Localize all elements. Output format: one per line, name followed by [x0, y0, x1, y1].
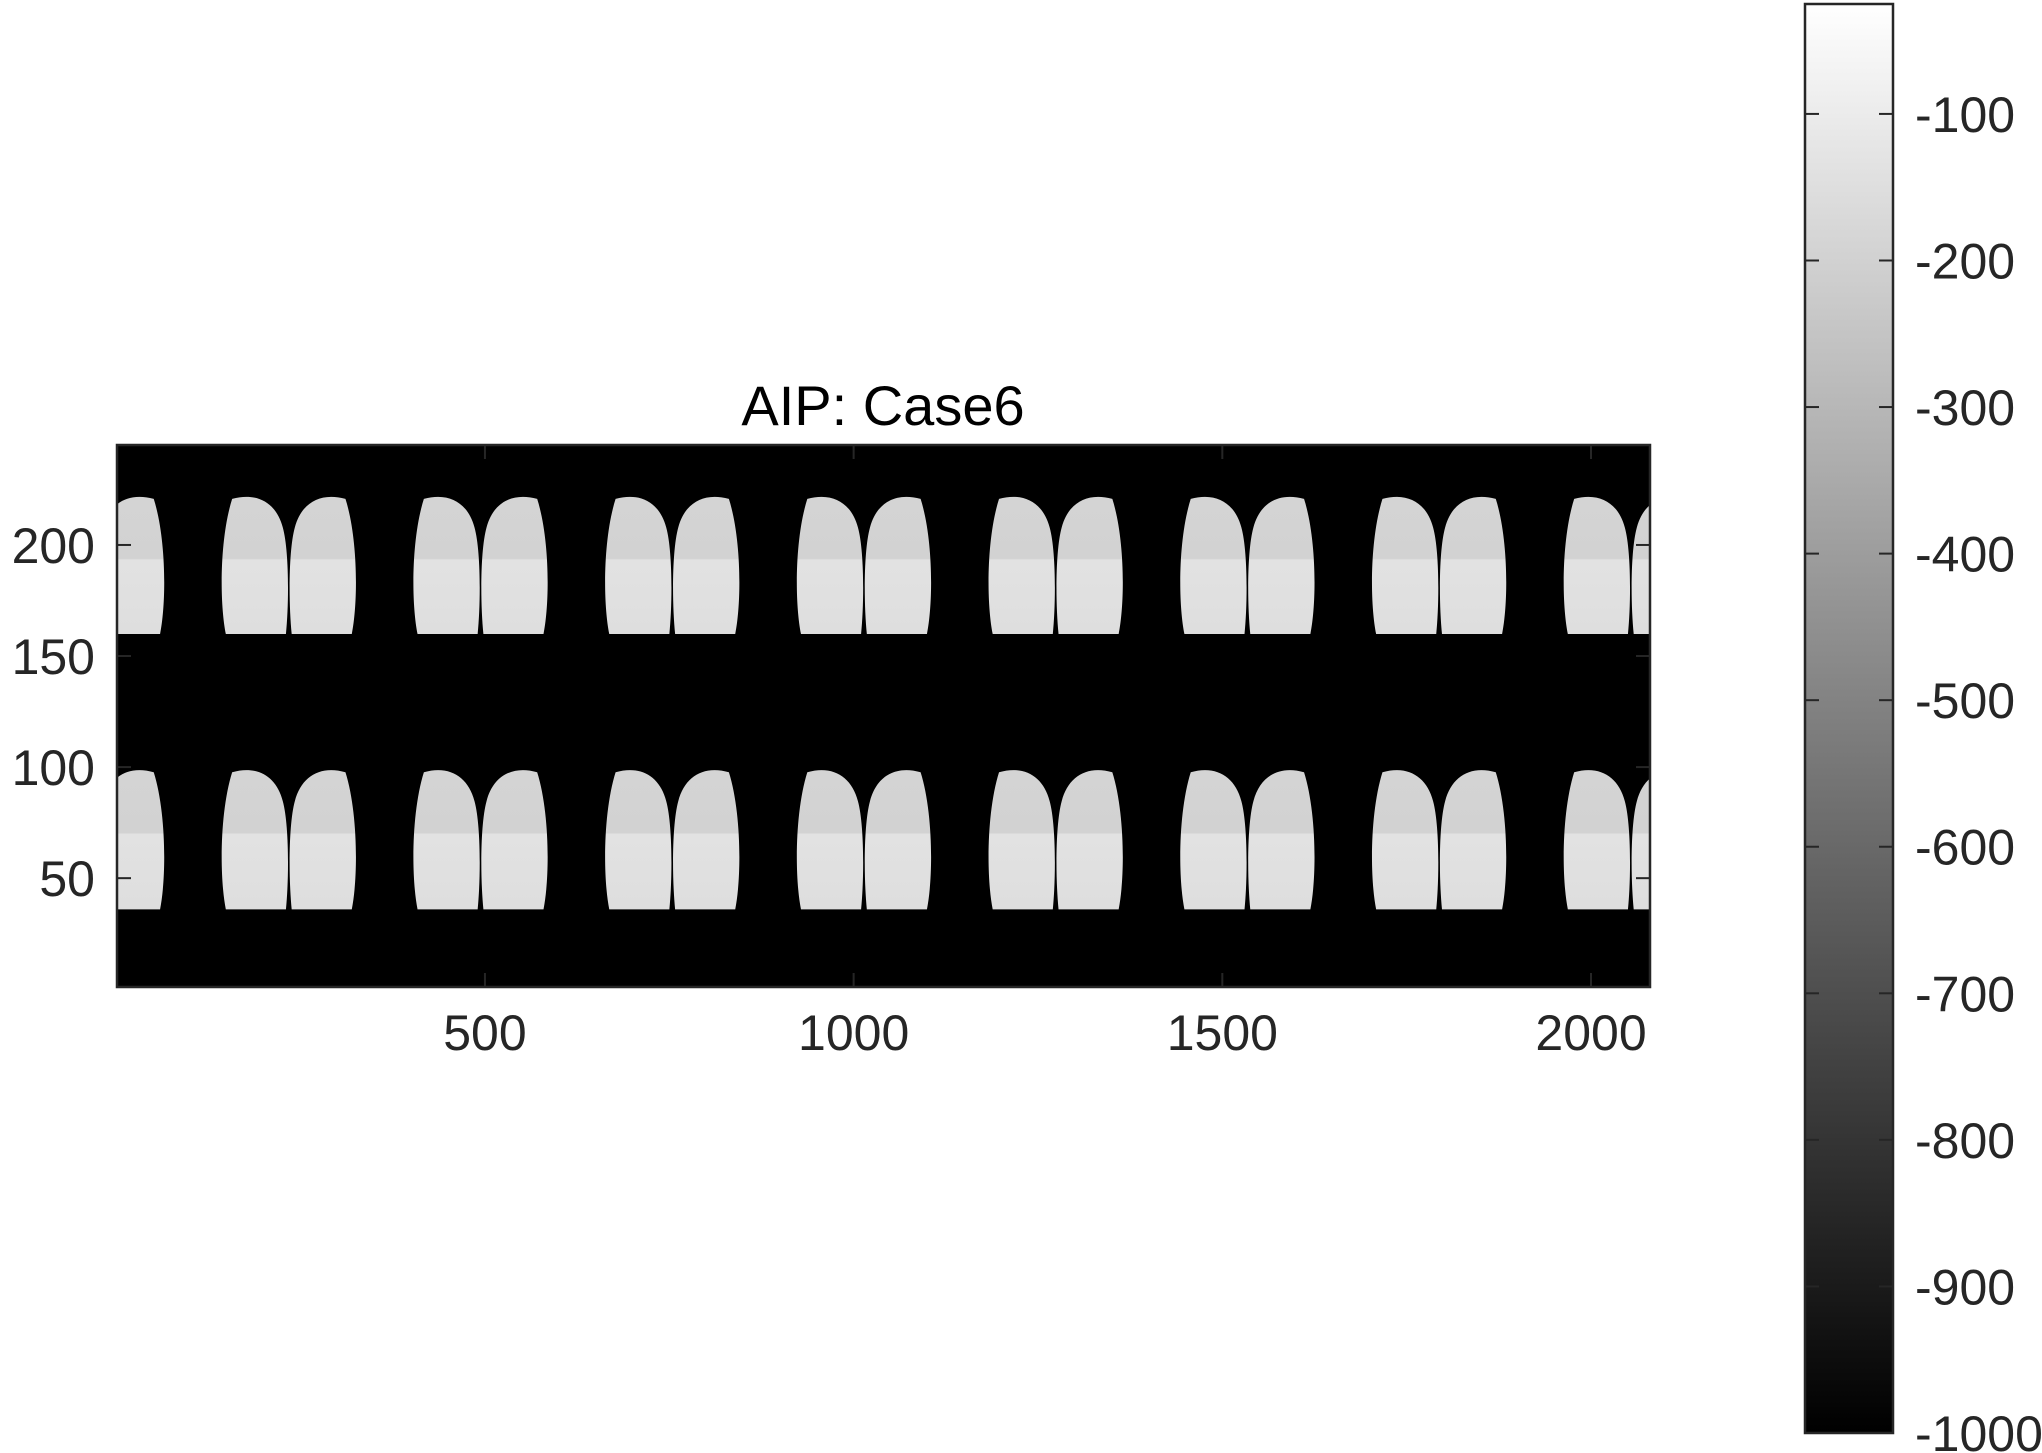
lung-silhouette — [988, 496, 1055, 634]
lung-silhouette — [117, 496, 165, 634]
y-tick-label: 100 — [12, 740, 95, 796]
lung-silhouette — [1631, 778, 1650, 910]
y-tick-label: 200 — [12, 518, 95, 574]
lung-silhouette — [1180, 496, 1247, 634]
lung-silhouette — [1248, 770, 1315, 910]
y-ticks: 50 100 150 200 — [12, 518, 1650, 907]
colorbar-gradient — [1803, 2, 1895, 1435]
lung-silhouette — [796, 496, 864, 634]
colorbar-tick-label: -700 — [1915, 966, 2015, 1022]
colorbar-ticks: -100 -200 -300 -400 -500 -600 -700 -800 -900 -100… — [1805, 87, 2042, 1453]
lung-silhouette — [413, 770, 480, 910]
lung-silhouette — [289, 770, 356, 910]
lung-silhouette — [1439, 496, 1507, 634]
lung-silhouette — [864, 770, 932, 910]
lung-silhouette — [1439, 770, 1507, 910]
lung-silhouette — [1563, 496, 1631, 634]
lung-silhouette — [413, 496, 480, 634]
lung-silhouette — [1056, 496, 1123, 634]
x-tick-label: 500 — [443, 1005, 526, 1061]
lung-silhouette — [1056, 770, 1123, 910]
lung-silhouette — [1563, 770, 1631, 910]
chart-title: AIP: Case6 — [741, 374, 1024, 437]
lung-silhouette — [796, 770, 864, 910]
colorbar-tick-label: -900 — [1915, 1259, 2015, 1315]
lung-silhouette — [1180, 770, 1247, 910]
colorbar-tick-label: -300 — [1915, 380, 2015, 436]
lung-silhouette — [481, 770, 548, 910]
lung-silhouette — [1248, 496, 1315, 634]
colorbar-tick-label: -800 — [1915, 1113, 2015, 1169]
axes-frame — [115, 443, 1652, 989]
colorbar-tick-label: -1000 — [1915, 1406, 2042, 1453]
y-tick-label: 50 — [39, 851, 95, 907]
lung-silhouette — [221, 496, 289, 634]
lung-silhouette — [221, 770, 289, 910]
colorbar-tick-label: -500 — [1915, 673, 2015, 729]
lung-silhouette — [605, 496, 672, 634]
lung-silhouette — [1371, 770, 1439, 910]
lung-silhouette — [673, 770, 740, 910]
colorbar-tick-label: -100 — [1915, 87, 2015, 143]
lung-silhouette — [864, 496, 932, 634]
y-tick-label: 150 — [12, 629, 95, 685]
lung-image-layer — [117, 496, 1650, 910]
x-tick-label: 1000 — [798, 1005, 909, 1061]
x-tick-label: 1500 — [1167, 1005, 1278, 1061]
colorbar: -100 -200 -300 -400 -500 -600 -700 -800 -900 -100… — [1803, 2, 2042, 1453]
colorbar-tick-label: -400 — [1915, 527, 2015, 583]
lung-silhouette — [673, 496, 740, 634]
lung-silhouette — [988, 770, 1055, 910]
colorbar-tick-label: -600 — [1915, 820, 2015, 876]
colorbar-tick-label: -200 — [1915, 233, 2015, 289]
lung-silhouette — [481, 496, 548, 634]
x-ticks: 500 1000 1500 2000 — [443, 445, 1647, 1061]
lung-silhouette — [1631, 505, 1650, 634]
lung-silhouette — [605, 770, 672, 910]
lung-silhouette — [1371, 496, 1439, 634]
lung-silhouette — [117, 770, 165, 910]
image-axes: 500 1000 1500 2000 50 100 150 200 — [12, 443, 1652, 1061]
x-tick-label: 2000 — [1535, 1005, 1646, 1061]
lung-silhouette — [289, 496, 356, 634]
